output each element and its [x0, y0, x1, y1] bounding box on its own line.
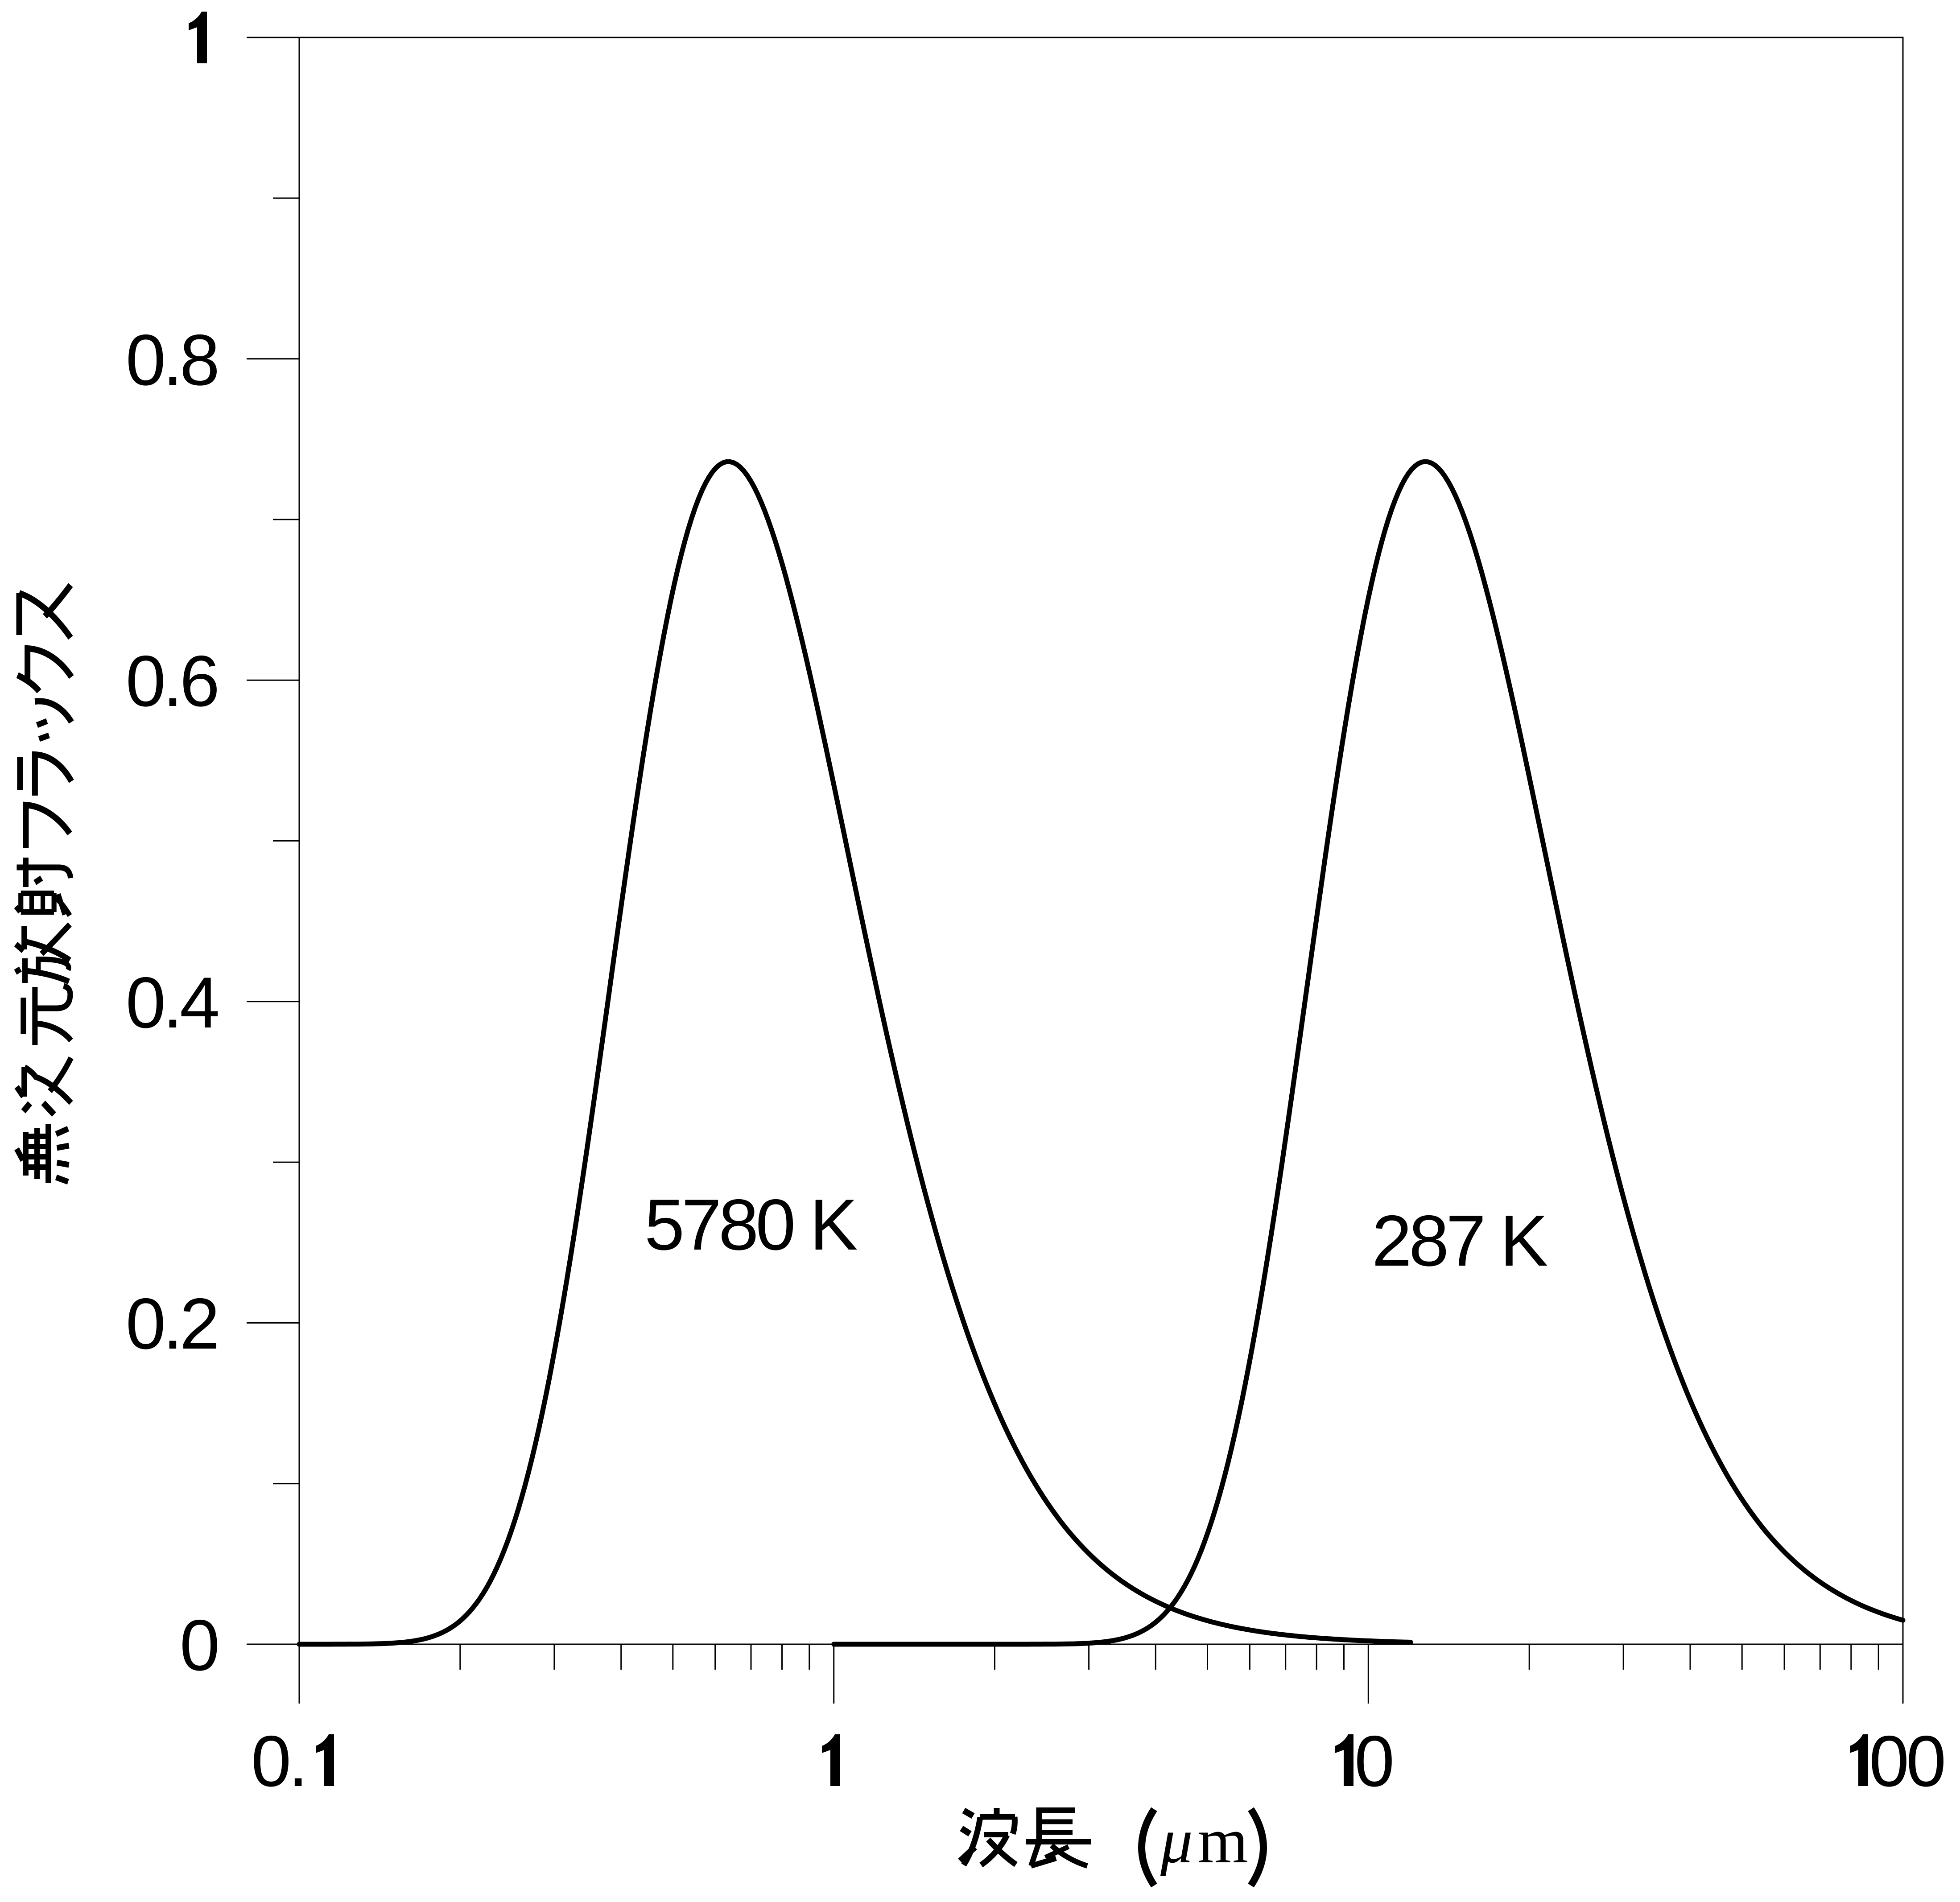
svg-text:5780 K: 5780 K	[644, 1184, 857, 1265]
svg-text:0: 0	[1354, 1721, 1392, 1802]
svg-text:0.8: 0.8	[126, 320, 217, 400]
svg-text:0.4: 0.4	[126, 962, 218, 1043]
svg-text:0.: 0.	[251, 1721, 305, 1802]
svg-text:m: m	[1198, 1805, 1248, 1877]
svg-text:0: 0	[180, 1605, 217, 1686]
svg-text:00: 00	[1869, 1721, 1943, 1802]
svg-text:0.6: 0.6	[126, 641, 217, 722]
svg-text:0.2: 0.2	[126, 1283, 217, 1364]
svg-text:μ: μ	[1160, 1805, 1193, 1877]
svg-text:287 K: 287 K	[1372, 1201, 1547, 1281]
